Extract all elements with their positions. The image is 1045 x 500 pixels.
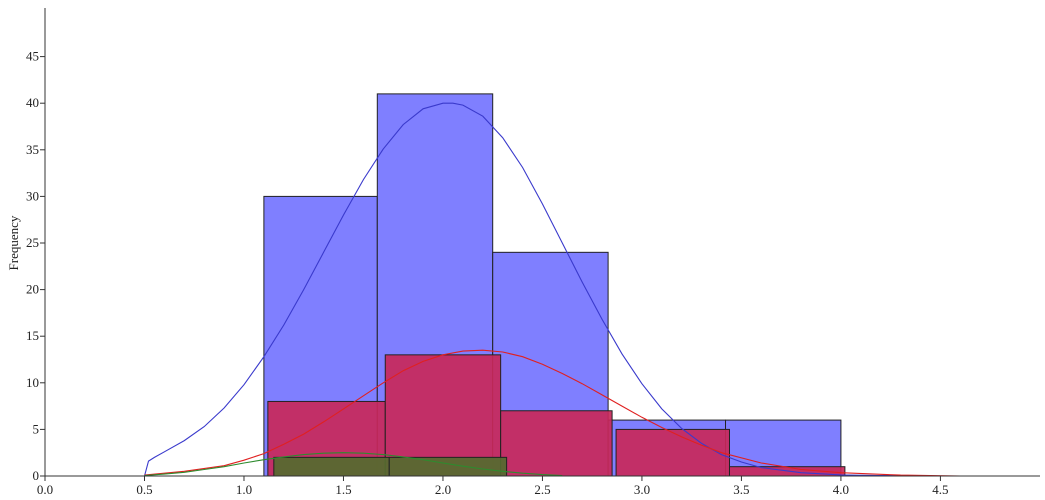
y-tick-label-7: 35	[26, 142, 39, 157]
y-axis-label: Frequency	[6, 215, 21, 270]
y-tick-label-2: 10	[26, 375, 39, 390]
x-tick-label-0: 0.0	[37, 482, 53, 497]
y-tick-label-8: 40	[26, 95, 39, 110]
density-curve-series-2	[144, 452, 563, 477]
bar-series-2-bin-0	[273, 456, 390, 477]
bars-layer	[263, 93, 846, 477]
x-tick-label-5: 2.5	[534, 482, 550, 497]
y-tick-label-5: 25	[26, 235, 39, 250]
x-tick-label-2: 1.0	[236, 482, 252, 497]
x-tick-label-6: 3.0	[634, 482, 650, 497]
x-tick-label-3: 1.5	[335, 482, 351, 497]
y-tick-label-3: 15	[26, 328, 39, 343]
ticks-layer: 0.0 0.5 1.0 1.5 2.0 2.5 3.0 3.5 4.0 4.5 0 5 10 15 20 25…	[26, 49, 949, 497]
curves-layer	[143, 102, 961, 477]
bar-series-1-bin-3	[615, 428, 730, 477]
y-tick-label-0: 0	[33, 468, 40, 483]
x-tick-label-4: 2.0	[435, 482, 451, 497]
x-tick-label-8: 4.0	[833, 482, 849, 497]
x-tick-label-9: 4.5	[932, 482, 948, 497]
density-curve-series-0	[143, 102, 961, 477]
bar-series-2-bin-1	[388, 456, 508, 477]
y-tick-label-6: 30	[26, 188, 39, 203]
bar-series-1-bin-2	[500, 410, 613, 477]
y-tick-label-4: 20	[26, 282, 39, 297]
density-curve-series-1	[144, 349, 961, 477]
y-tick-label-9: 45	[26, 49, 39, 64]
x-tick-label-1: 0.5	[136, 482, 152, 497]
x-tick-label-7: 3.5	[733, 482, 749, 497]
y-tick-label-1: 5	[33, 421, 40, 436]
